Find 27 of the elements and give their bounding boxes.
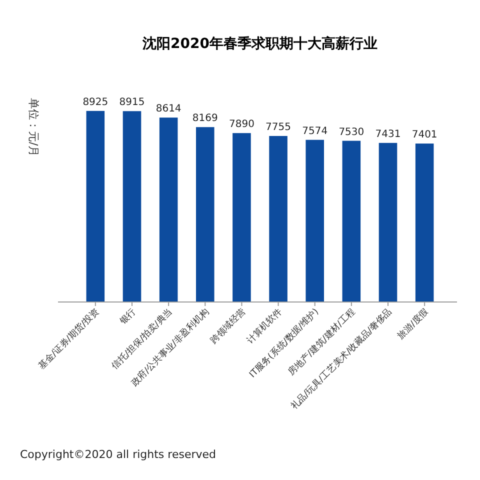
bar [342,140,361,302]
data-label: 8614 [156,104,182,115]
data-label: 7574 [302,126,328,137]
x-tick-label: 银行 [116,306,138,328]
bar [159,118,178,302]
data-label: 7431 [375,128,401,140]
x-tick-label: 旅游/度假 [395,306,431,342]
bar [306,140,324,302]
x-tick-label: 基金/证券/期货/投资 [36,306,102,372]
bar [196,127,214,302]
bar [378,142,398,302]
bar [232,133,251,302]
bar [122,111,142,302]
y-axis-title: 单位：元/月 [27,98,40,157]
data-label: 7755 [266,122,292,133]
data-label: 8169 [192,113,218,124]
data-label: 7401 [412,130,438,141]
data-label: 7890 [228,119,254,130]
chart-title: 沈阳2020年春季求职期十大高薪行业 [142,35,378,52]
data-label: 8925 [82,96,108,108]
data-label: 8915 [119,97,145,108]
bar [415,144,434,302]
data-label: 7530 [338,126,364,138]
bar [269,136,288,302]
x-tick-label: 跨领域经营 [208,306,248,346]
text: Copyright©2020 all rights reserved [20,448,216,461]
bar [86,110,105,302]
